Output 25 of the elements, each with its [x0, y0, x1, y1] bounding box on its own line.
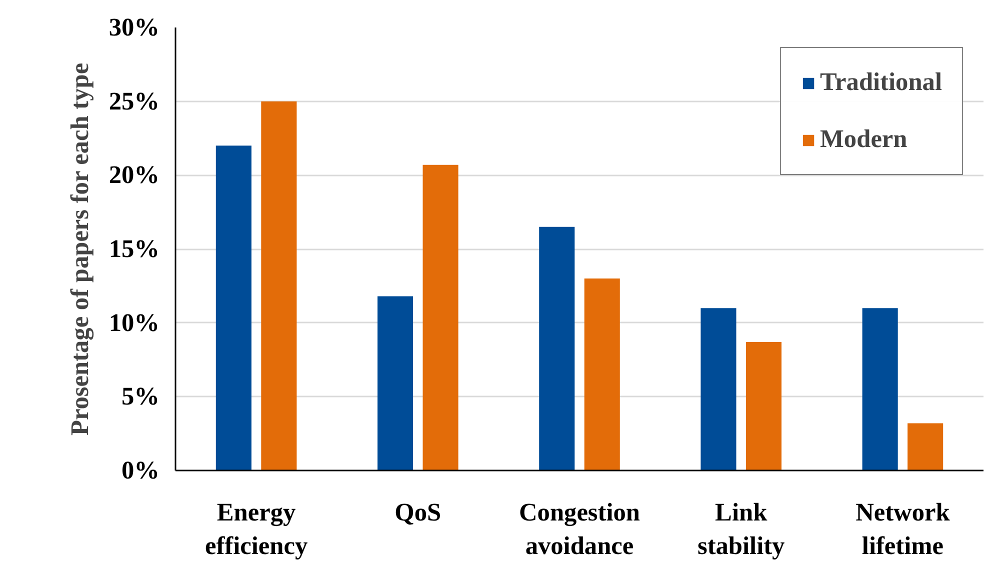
bar — [746, 342, 782, 470]
y-tick-label: 25% — [108, 87, 160, 116]
y-tick-label: 10% — [108, 308, 160, 337]
x-tick-label: Energy efficiency — [204, 498, 308, 560]
bar — [700, 308, 736, 470]
x-tick-label: QoS — [394, 498, 442, 526]
bar — [908, 423, 944, 470]
y-tick-label: 0% — [122, 456, 160, 484]
bar — [261, 101, 297, 470]
y-tick-label: 5% — [122, 382, 160, 411]
bar — [862, 308, 898, 470]
bar — [584, 278, 620, 470]
y-tick-label: 30% — [108, 14, 160, 42]
y-tick-label: 20% — [108, 161, 160, 190]
bar — [539, 226, 575, 470]
y-tick-label: 15% — [108, 235, 160, 263]
x-tick-label: Link stability — [697, 498, 786, 560]
bar — [378, 296, 414, 470]
bar — [216, 146, 252, 470]
x-tick-label: Network lifetime — [856, 498, 951, 560]
legend-label: Traditional — [820, 68, 942, 97]
y-axis-title: Prosentage of papers for each type — [66, 62, 94, 436]
bar — [422, 164, 458, 470]
legend-label: Modern — [820, 125, 908, 154]
x-tick-label: Congestion avoidance — [518, 498, 640, 560]
